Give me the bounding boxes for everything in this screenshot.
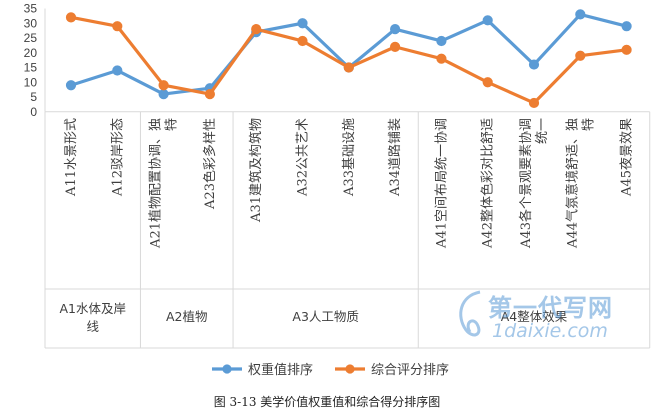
y-tick-label: 15 [24,61,38,75]
category-label: A12驳岸形态 [110,118,125,197]
category-label-group: A43各个景观要素协调 统一 [518,118,550,249]
legend-label-2: 综合评分排序 [371,363,449,378]
series-2-point [204,88,215,100]
series-1-point [482,15,493,26]
category-label-group: A42整体色彩对比舒适 [480,118,496,249]
series-2-point [575,50,586,61]
category-label: 特 [165,118,180,131]
series-2-point [436,53,447,64]
category-label-group: A32公共艺术 [296,118,311,197]
category-label: A41空间布局统一协调 [434,118,449,249]
series-1-point [575,9,586,20]
category-label: A42整体色彩对比舒适 [480,118,496,249]
category-label-group: A34道路铺装 [387,118,403,197]
category-label-group: A21植物配置协调、独特 [149,118,180,249]
group-label: A2植物 [166,309,208,324]
series-line-1 [69,12,629,96]
category-label-group: A11水景形式 [64,118,79,197]
series-1-point [112,65,123,76]
y-tick-label: 30 [24,16,38,30]
legend-label-1: 权重值排序 [248,362,313,378]
category-label-group: A12驳岸形态 [110,118,125,197]
series-1-point [65,80,77,91]
category-label: A33基础设施 [342,118,357,197]
series-2-point [251,24,262,35]
group-label: A4整体效果 [501,309,568,324]
series-2-point [390,41,401,52]
group-label: A3人工物质 [292,309,359,324]
category-label: A21植物配置协调、独 [149,118,164,249]
y-tick-label: 0 [30,105,37,119]
y-tick-label: 35 [24,2,38,16]
category-label-group: A44气氛意境舒适、独特 [564,118,596,249]
group-label: A1水体及岸线 [59,301,126,334]
category-label: 特 [581,118,596,131]
series-1-point [390,24,401,35]
series-2-point [297,35,308,47]
y-tick-label: 20 [24,46,38,60]
series-2-point [343,62,354,73]
category-label: A31建筑及构筑物 [248,118,264,223]
category-label: A23色彩多样性 [202,118,218,210]
category-label-group: A23色彩多样性 [202,118,218,210]
y-tick-label: 10 [24,75,38,89]
series-2-point [65,12,77,23]
series-1-point [158,88,169,100]
series-2-point [482,77,493,88]
category-label: A45夜景效果 [620,118,635,197]
series-1-point [528,59,540,70]
category-label-group: A33基础设施 [342,118,357,197]
category-label: A34道路铺装 [387,118,403,197]
figure-caption: 图 3-13 美学价值权重值和综合得分排序图 [213,395,441,409]
series-1-point [621,21,632,32]
category-label: 统一 [535,118,550,144]
series-2-point [158,80,169,91]
category-label: A11水景形式 [64,118,79,197]
category-label: A43各个景观要素协调 [518,118,534,249]
category-label: A32公共艺术 [296,118,311,197]
series-2-point [112,21,123,32]
category-label-group: A31建筑及构筑物 [248,118,264,223]
y-tick-label: 25 [24,31,38,45]
series-1-point [297,18,308,29]
legend-marker-1 [222,364,232,374]
series-1-point [436,35,447,47]
category-label-group: A45夜景效果 [620,118,635,197]
series-2-point [621,44,632,55]
series-2-point [528,97,540,109]
y-tick-label: 5 [30,90,37,104]
category-label-group: A41空间布局统一协调 [434,118,449,249]
category-label: A44气氛意境舒适、独 [564,118,580,249]
legend-marker-2 [345,364,355,374]
